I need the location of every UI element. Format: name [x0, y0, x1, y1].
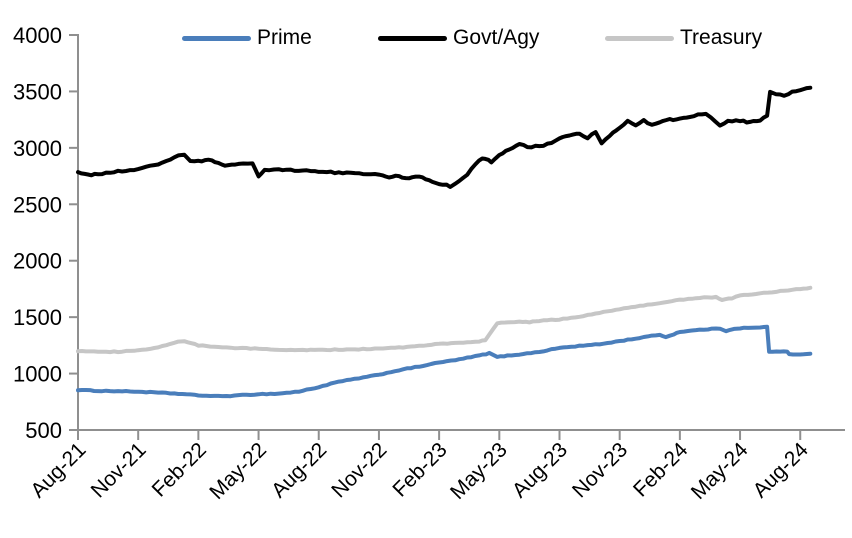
chart-legend: Prime Govt/Agy Treasury — [0, 25, 852, 51]
x-axis-tick-label: Aug-24 — [749, 438, 813, 502]
y-axis-tick-label: 1500 — [13, 305, 62, 330]
y-axis-tick-label: 4000 — [13, 23, 62, 48]
x-axis-tick-label: Aug-22 — [267, 438, 331, 502]
legend-line-sample-govt-agy — [378, 35, 447, 41]
legend-item-prime: Prime — [182, 25, 312, 51]
y-axis-tick-label: 3000 — [13, 136, 62, 161]
series-line-prime — [76, 324, 813, 399]
x-axis-tick-label: Nov-21 — [87, 438, 151, 502]
x-axis-tick-label: Aug-23 — [508, 438, 572, 502]
y-axis-tick-label: 2500 — [13, 192, 62, 217]
legend-line-sample-treasury — [605, 35, 674, 41]
y-axis-tick-label: 1000 — [13, 362, 62, 387]
legend-item-treasury: Treasury — [605, 25, 762, 51]
x-axis-tick-label: May-24 — [687, 438, 753, 504]
x-axis-tick-label: Nov-23 — [568, 438, 632, 502]
legend-label-govt-agy: Govt/Agy — [453, 26, 540, 49]
legend-item-govt-agy: Govt/Agy — [378, 25, 539, 51]
x-axis-tick-label: Feb-23 — [388, 438, 451, 501]
series-line-treasury — [76, 285, 813, 355]
x-axis-tick-label: May-22 — [205, 438, 271, 504]
legend-line-sample-prime — [182, 35, 251, 41]
x-axis-tick-label: Feb-24 — [629, 438, 693, 502]
x-axis-tick-label: Feb-22 — [148, 438, 211, 501]
x-axis-tick-label: May-23 — [446, 438, 512, 504]
x-axis-tick-label: Aug-21 — [26, 438, 90, 502]
x-axis-tick-label: Nov-22 — [327, 438, 391, 502]
legend-label-treasury: Treasury — [680, 26, 763, 49]
series-line-govt-agy — [76, 85, 813, 189]
y-axis-tick-label: 2000 — [13, 249, 62, 274]
y-axis-tick-label: 500 — [25, 418, 62, 443]
y-axis-tick-label: 3500 — [13, 79, 62, 104]
legend-label-prime: Prime — [257, 26, 312, 49]
